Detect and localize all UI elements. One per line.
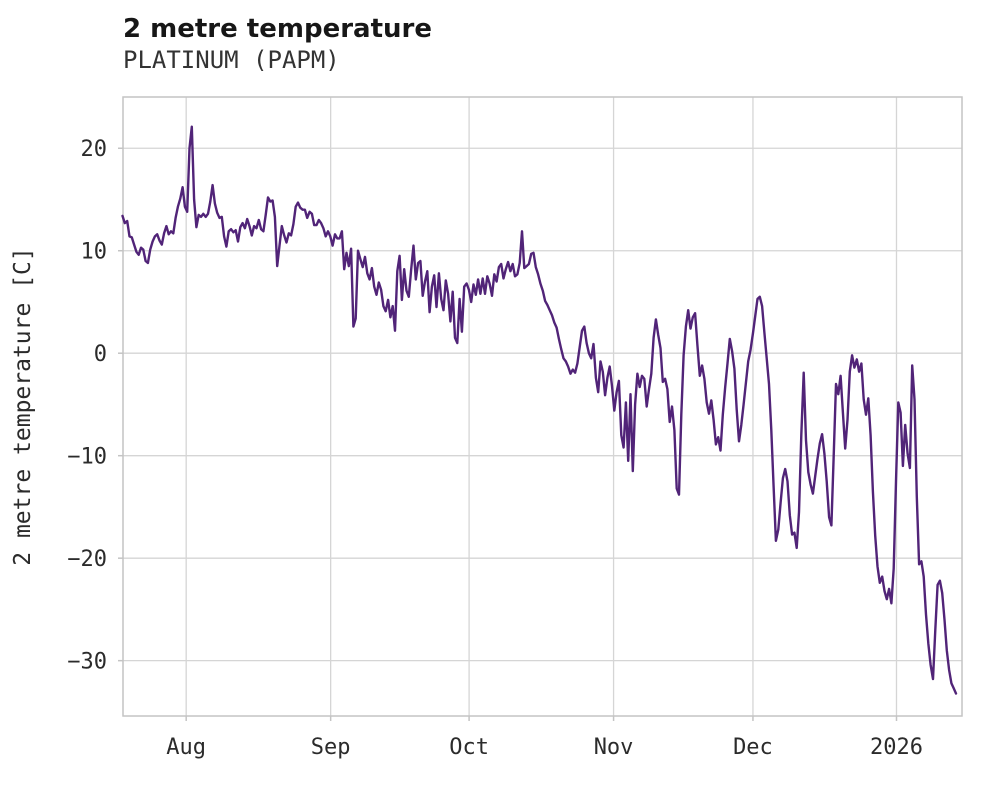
x-tick-label: Sep [311, 735, 351, 760]
y-tick-label: −20 [67, 547, 107, 572]
plot-frame [122, 96, 963, 717]
y-axis-label: 2 metre temperature [C] [10, 247, 36, 566]
y-tick-label: −10 [67, 445, 107, 470]
x-tick-label: Nov [594, 735, 634, 760]
temperature-series-line [121, 125, 958, 695]
y-tick-label: 20 [81, 137, 108, 162]
chart-title: 2 metre temperature [123, 14, 432, 44]
y-tick-label: 0 [94, 342, 107, 367]
y-tick-label: 10 [81, 240, 108, 265]
y-tick-label: −30 [67, 650, 107, 675]
x-tick-label: Aug [166, 735, 206, 760]
x-tick-label: 2026 [870, 735, 923, 760]
x-tick-label: Oct [449, 735, 489, 760]
chart-header: 2 metre temperature PLATINUM (PAPM) [123, 14, 432, 74]
chart-subtitle: PLATINUM (PAPM) [123, 46, 340, 74]
x-tick-label: Dec [733, 735, 773, 760]
